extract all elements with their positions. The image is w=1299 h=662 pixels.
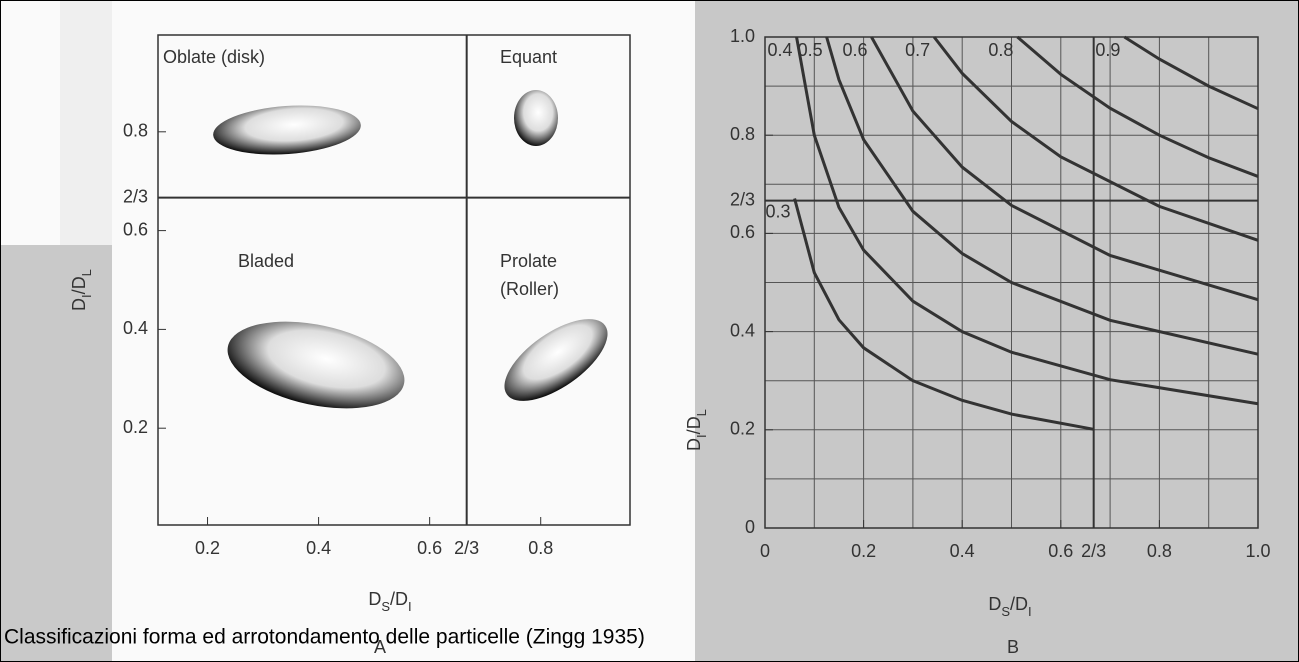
curve-label: 0.7 (905, 40, 930, 60)
sphericity-curve (870, 36, 1259, 302)
x-tick-label: 0.4 (950, 541, 975, 561)
label-part: L (79, 269, 94, 276)
y-tick-label: 0.6 (730, 222, 755, 242)
x-axis-label: DS/DI (368, 589, 411, 614)
label-part: /D (69, 276, 89, 294)
plot-frame (764, 36, 1259, 529)
label-part: D (368, 589, 381, 609)
sphericity-curve (1016, 35, 1259, 178)
sphericity-curve (795, 36, 1259, 406)
region-label: (Roller) (500, 279, 559, 299)
y-axis-label: DI/DL (684, 409, 709, 451)
y-tick-label: 0.4 (730, 320, 755, 340)
y-tick-label: 0.8 (123, 121, 148, 141)
region-label: Oblate (disk) (163, 47, 265, 67)
scan-shade (695, 0, 1299, 662)
y-tick-label: 0.8 (730, 124, 755, 144)
label-part: I (408, 599, 412, 614)
region-label: Bladed (238, 251, 294, 271)
pebble (213, 105, 361, 155)
curve-label: 0.4 (768, 40, 793, 60)
sphericity-curve (825, 36, 1259, 356)
curve-label: 0.3 (766, 201, 791, 221)
label-part: I (1028, 604, 1032, 619)
label-part: L (694, 409, 709, 416)
caption: Classificazioni forma ed arrotondamento … (4, 626, 645, 649)
label-part: D (69, 298, 89, 311)
x-axis-label: DS/DI (988, 594, 1031, 619)
x-tick-label: 0.8 (528, 538, 553, 558)
y-tick-label: 0 (745, 517, 755, 537)
label-part: D (684, 438, 704, 451)
x-tick-label: 0.6 (1048, 541, 1073, 561)
pebble (227, 321, 405, 409)
sphericity-curve (793, 198, 1094, 431)
y-axis-label: DI/DL (69, 269, 94, 311)
panel-label: A (374, 637, 386, 657)
curve-label: 0.6 (842, 40, 867, 60)
sphericity-curve (1123, 35, 1259, 111)
sphericity-curve (932, 36, 1259, 242)
x-tick-label: 0.2 (195, 538, 220, 558)
x-tick-label: 0.4 (306, 538, 331, 558)
y-tick-label: 0.4 (123, 318, 148, 338)
y-tick-label: 0.6 (123, 219, 148, 239)
curve-label: 0.9 (1095, 40, 1120, 60)
x-tick-label: 0.8 (1147, 541, 1172, 561)
label-part: D (988, 594, 1001, 614)
plot-frame (157, 34, 631, 526)
panel-label: B (1007, 637, 1019, 657)
x-tick-label: 0 (760, 541, 770, 561)
label-part: I (694, 434, 709, 438)
y-tick-label: 1.0 (730, 26, 755, 46)
y-tick-label: 2/3 (123, 186, 148, 206)
x-tick-label: 0.6 (417, 538, 442, 558)
label-part: I (79, 294, 94, 298)
region-label: Equant (500, 47, 557, 67)
y-tick-label: 2/3 (730, 189, 755, 209)
label-part: /D (390, 589, 408, 609)
label-part: S (381, 599, 390, 614)
scan-shade (0, 245, 112, 662)
pebble (504, 319, 608, 401)
label-part: S (1001, 604, 1010, 619)
x-tick-label: 2/3 (454, 538, 479, 558)
curve-label: 0.8 (988, 40, 1013, 60)
x-tick-label: 2/3 (1081, 541, 1106, 561)
x-tick-label: 1.0 (1245, 541, 1270, 561)
region-label: Prolate (500, 251, 557, 271)
pebble (514, 90, 558, 146)
label-part: /D (1010, 594, 1028, 614)
label-part: /D (684, 416, 704, 434)
y-tick-label: 0.2 (123, 417, 148, 437)
curve-label: 0.5 (798, 40, 823, 60)
x-tick-label: 0.2 (851, 541, 876, 561)
y-tick-label: 0.2 (730, 419, 755, 439)
